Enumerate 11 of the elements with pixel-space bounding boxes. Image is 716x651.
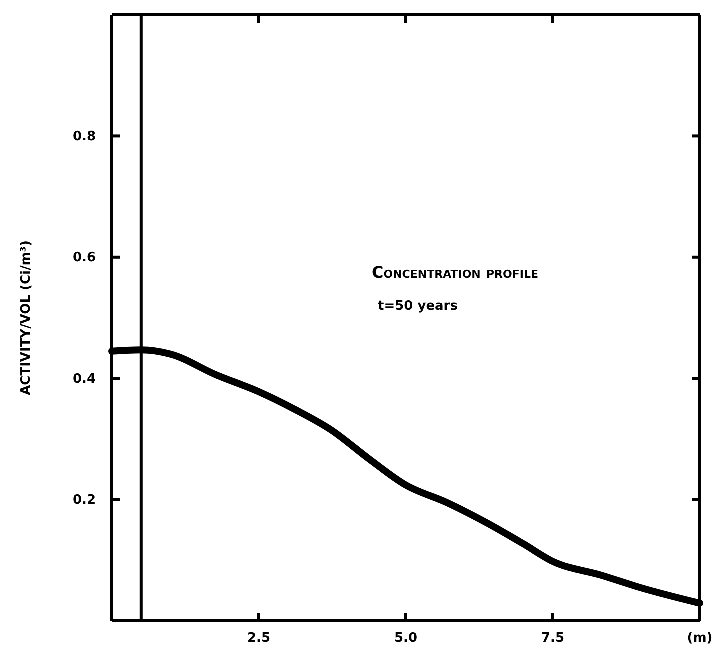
y-tick-label: 0.4	[72, 372, 96, 387]
y-tick-label: 0.8	[72, 129, 96, 144]
y-tick-label: 0.6	[72, 250, 96, 266]
annotation: t=50 years	[378, 299, 458, 314]
annotation: Concentration profile	[372, 263, 538, 282]
x-tick-label: 2.5	[247, 631, 271, 646]
x-tick-label: 5.0	[394, 631, 418, 646]
y-tick-label: 0.2	[72, 492, 96, 508]
y-axis-title: ACTIVITY/VOL (Ci/m³)	[19, 240, 34, 396]
x-tick-label: 7.5	[541, 631, 565, 646]
x-tick-label: (m)	[687, 631, 713, 646]
